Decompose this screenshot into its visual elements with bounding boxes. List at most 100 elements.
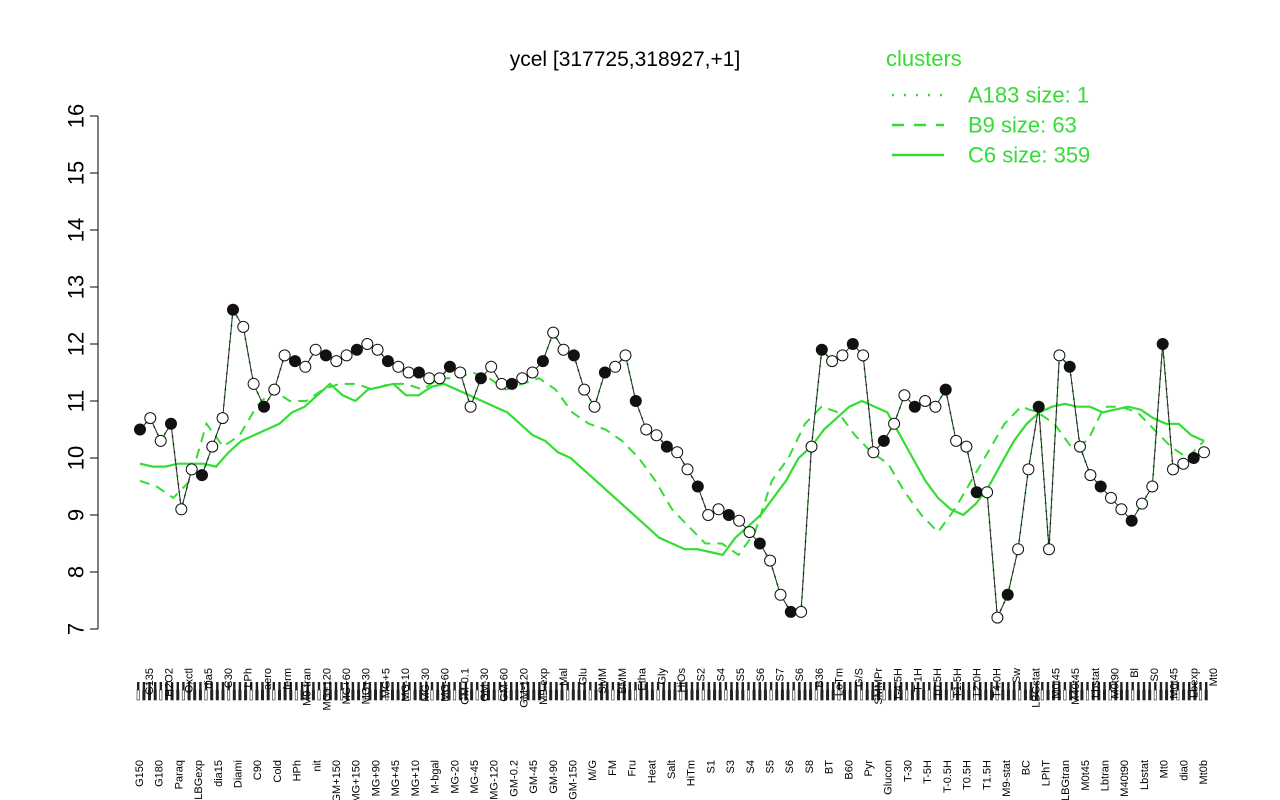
rug-mark <box>176 682 179 694</box>
rug-mark <box>312 682 315 694</box>
rug-mark <box>181 689 185 701</box>
x-tick-label: H2O2 <box>164 668 176 697</box>
data-point <box>536 355 549 368</box>
x-tick-label: Paraq <box>173 760 185 789</box>
rug-mark <box>289 682 292 694</box>
rug-mark <box>956 682 959 694</box>
rug-mark <box>741 682 744 694</box>
rug-mark <box>922 689 926 701</box>
x-tick-label: MG+150 <box>351 760 363 800</box>
data-point <box>774 588 787 601</box>
rug-mark <box>583 689 587 701</box>
data-point <box>206 440 219 453</box>
x-tick-label: aero <box>262 668 274 690</box>
data-point <box>154 434 167 447</box>
data-points <box>134 303 1210 624</box>
data-point <box>1198 446 1210 459</box>
rug-mark <box>549 689 553 701</box>
x-tick-label: LPh <box>243 668 255 688</box>
rug-mark <box>363 682 366 694</box>
x-tick-label: GM-60 <box>499 668 511 702</box>
rug-mark <box>679 689 683 701</box>
rug-mark <box>504 682 507 694</box>
rug-mark <box>532 682 535 694</box>
rug-mark <box>928 682 931 694</box>
data-point <box>464 400 477 413</box>
rug-mark <box>962 682 965 694</box>
rug-mark <box>170 689 174 701</box>
rug-mark <box>425 682 428 694</box>
rug-mark <box>1058 682 1061 694</box>
rug-mark <box>616 689 620 701</box>
rug-mark <box>300 682 304 694</box>
rug-mark <box>673 689 677 701</box>
data-point <box>898 389 911 402</box>
rug-mark <box>430 689 434 701</box>
rug-mark <box>707 689 711 701</box>
rug-mark <box>459 682 462 694</box>
data-point <box>1167 463 1179 476</box>
data-point <box>1001 588 1014 601</box>
rug-mark <box>1080 682 1084 694</box>
data-point <box>1125 514 1138 527</box>
rug-mark <box>424 689 428 701</box>
rug-mark <box>605 689 609 701</box>
rug-mark <box>588 689 592 701</box>
x-tick-label: MG+120 <box>321 668 333 711</box>
data-point <box>423 372 436 385</box>
rug-mark <box>1057 689 1061 701</box>
x-tick-label: T0.5H <box>932 668 944 698</box>
rug-mark <box>136 689 140 701</box>
data-point <box>609 360 622 373</box>
rug-mark <box>747 682 750 694</box>
data-point <box>588 400 601 413</box>
rug-mark <box>498 689 502 701</box>
rug-mark <box>702 682 705 694</box>
x-tick-label: Oxctl <box>183 668 195 693</box>
x-tick-label: HPh <box>292 760 304 781</box>
x-tick-label: B60 <box>843 760 855 780</box>
rug-mark <box>577 682 581 694</box>
data-point <box>712 503 725 516</box>
rug-mark <box>939 682 942 694</box>
rug-mark <box>758 689 762 701</box>
rug-mark <box>187 682 191 694</box>
rug-mark <box>1108 689 1112 701</box>
x-tick-label: nit <box>311 760 323 772</box>
rug-mark <box>594 689 598 701</box>
rug-mark <box>515 689 519 701</box>
rug-mark <box>622 689 626 701</box>
rug-mark <box>470 682 473 694</box>
rug-mark <box>221 689 225 701</box>
rug-mark <box>1091 689 1095 701</box>
x-tick-label: HiOs <box>676 668 688 693</box>
rug-mark <box>656 682 660 694</box>
data-point <box>877 434 890 447</box>
rug-mark <box>1035 689 1039 701</box>
x-tick-label: T0.5H <box>962 760 974 790</box>
rug-mark <box>193 689 197 701</box>
rug-mark <box>408 682 411 694</box>
data-point <box>278 349 291 362</box>
rug-mark <box>888 682 891 694</box>
data-point <box>733 514 746 527</box>
rug-mark <box>673 682 677 694</box>
rug-mark <box>368 682 372 694</box>
data-point <box>216 412 229 425</box>
rug-mark <box>216 682 219 694</box>
rug-mark <box>555 682 558 694</box>
x-tick-label: M0t45 <box>1080 760 1092 791</box>
x-tick-label: Gly <box>656 668 668 685</box>
rug-mark <box>396 689 400 701</box>
rug-mark <box>543 682 547 694</box>
rug-mark <box>1199 682 1202 694</box>
rug-mark <box>989 689 993 701</box>
rug-mark <box>154 682 157 694</box>
rug-mark <box>1086 682 1089 694</box>
x-tick-label: MG+45 <box>390 760 402 796</box>
data-point <box>846 338 859 350</box>
x-tick-label: ferm <box>282 668 294 690</box>
rug-mark <box>995 689 999 701</box>
rug-mark <box>837 682 841 694</box>
rug-mark <box>1097 689 1101 701</box>
